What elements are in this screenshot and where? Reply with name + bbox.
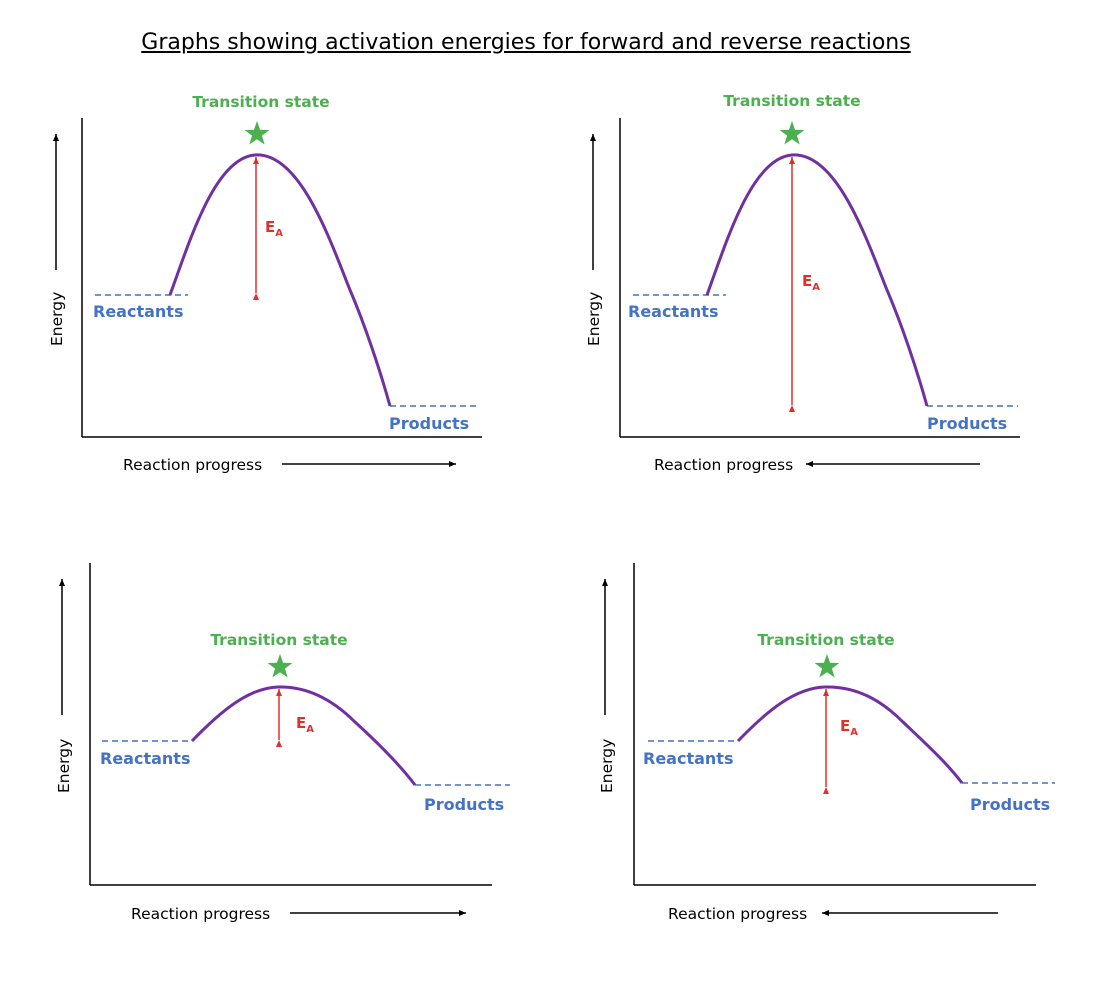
y-axis-label: Energy <box>585 292 603 346</box>
products-label: Products <box>389 414 469 433</box>
energy-curve <box>190 685 417 786</box>
page-title: Graphs showing activation energies for f… <box>141 30 911 55</box>
reactants-label: Reactants <box>628 302 718 321</box>
transition-state-label: Transition state <box>723 92 860 110</box>
star-icon <box>814 654 840 678</box>
products-label: Products <box>424 795 504 814</box>
y-axis-label: Energy <box>598 739 616 793</box>
activation-energy-label: EA <box>802 272 820 293</box>
products-label: Products <box>970 795 1050 814</box>
reactants-label: Reactants <box>93 302 183 321</box>
energy-curve <box>736 685 964 784</box>
reactants-label: Reactants <box>643 749 733 768</box>
activation-energy-label: EA <box>265 218 283 239</box>
x-axis-label: Reaction progress <box>654 456 793 474</box>
x-axis-label: Reaction progress <box>668 905 807 923</box>
energy-diagram-reverse-bottom: Energy Reaction progress EA Transition s… <box>598 563 1055 923</box>
energy-diagram-reverse-top: Energy Reaction progress EA Transition s… <box>585 92 1020 474</box>
products-label: Products <box>927 414 1007 433</box>
y-axis-label: Energy <box>48 292 66 346</box>
energy-diagram-forward-bottom: Energy Reaction progress EA Transition s… <box>55 563 510 923</box>
x-axis-label: Reaction progress <box>123 456 262 474</box>
transition-state-label: Transition state <box>192 93 329 111</box>
star-icon <box>244 121 270 145</box>
transition-state-label: Transition state <box>210 631 347 649</box>
star-icon <box>779 121 805 145</box>
x-axis-label: Reaction progress <box>131 905 270 923</box>
star-icon <box>267 654 293 678</box>
energy-curve <box>705 153 929 407</box>
transition-state-label: Transition state <box>757 631 894 649</box>
reactants-label: Reactants <box>100 749 190 768</box>
activation-energy-label: EA <box>840 717 858 738</box>
energy-curve <box>168 153 392 407</box>
y-axis-label: Energy <box>55 739 73 793</box>
activation-energy-label: EA <box>296 714 314 735</box>
energy-diagram-forward-top: Energy Reaction progress EA Transition s… <box>48 93 482 474</box>
